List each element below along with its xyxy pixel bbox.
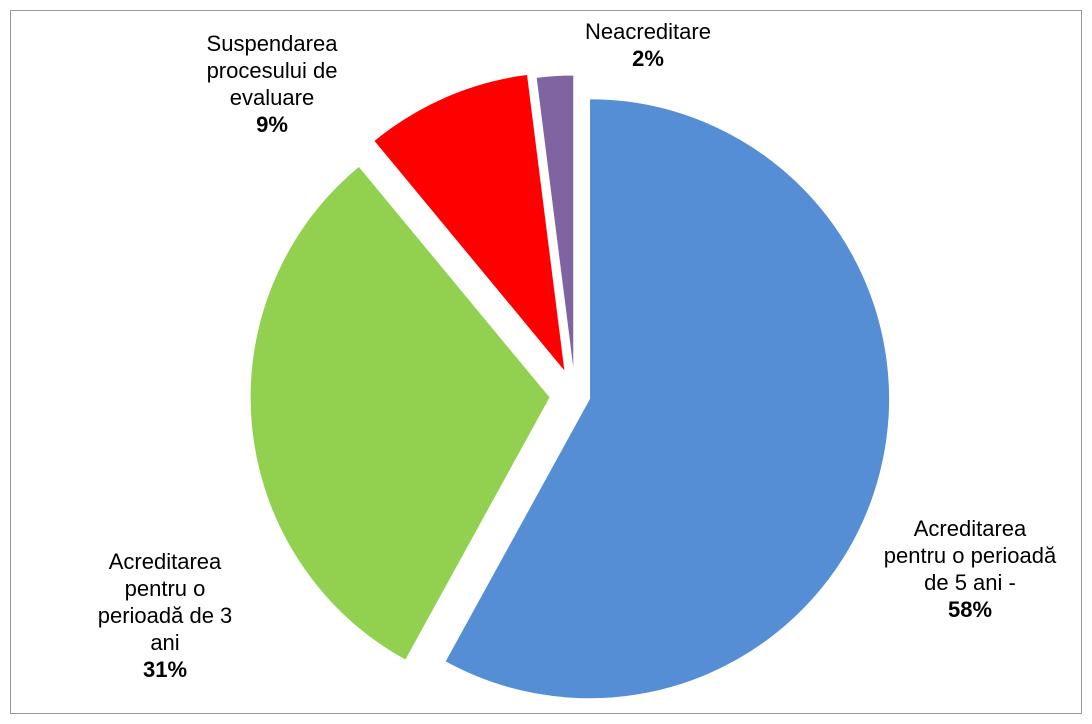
pie-slice xyxy=(444,98,891,700)
slice-label: Neacreditare 2% xyxy=(548,18,748,72)
value-label: 9% xyxy=(256,112,288,137)
value-label: 58% xyxy=(947,597,993,622)
slice-label: Suspendarea procesului de evaluare 9% xyxy=(172,30,372,138)
slice-label: Acreditarea pentru o perioadă de 5 ani -… xyxy=(883,515,1058,623)
pie-slice xyxy=(249,165,551,661)
category-label: Neacreditare xyxy=(585,19,711,44)
value-label: 2% xyxy=(632,46,664,71)
category-label: Suspendarea procesului de evaluare xyxy=(206,31,338,110)
category-label: Acreditarea pentru o perioadă de 5 ani - xyxy=(883,516,1057,595)
pie-slice xyxy=(373,73,566,374)
slice-label: Acreditarea pentru o perioadă de 3 ani 31… xyxy=(83,548,248,683)
category-label: Acreditarea pentru o perioadă de 3 ani xyxy=(97,549,233,655)
value-label: 31% xyxy=(142,657,188,682)
pie-slice xyxy=(535,74,575,376)
